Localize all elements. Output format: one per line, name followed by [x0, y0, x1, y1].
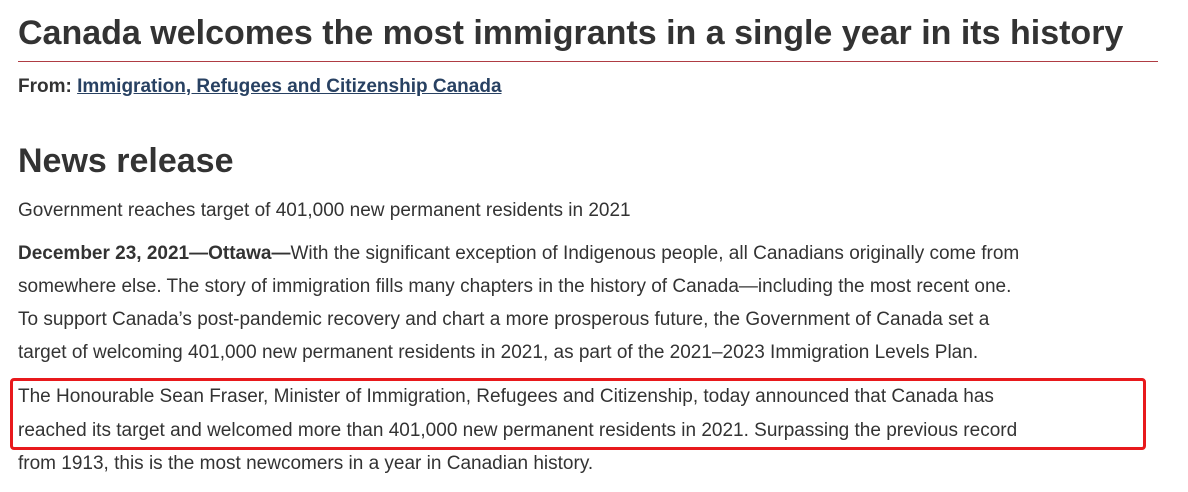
- paragraph-line: December 23, 2021—Ottawa—With the signif…: [18, 242, 1019, 266]
- dateline: December 23, 2021—Ottawa—: [18, 243, 291, 264]
- line-text: To support Canada’s post-pandemic recove…: [18, 309, 990, 330]
- paragraph-line: somewhere else. The story of immigration…: [18, 275, 1011, 299]
- paragraph-line: target of welcoming 401,000 new permanen…: [18, 341, 978, 365]
- paragraph-line: The Honourable Sean Fraser, Minister of …: [18, 385, 994, 409]
- page-title: Canada welcomes the most immigrants in a…: [18, 14, 1124, 52]
- line-text: from 1913, this is the most newcomers in…: [18, 453, 594, 474]
- from-label: From:: [18, 76, 72, 97]
- line-text: The Honourable Sean Fraser, Minister of …: [18, 386, 994, 407]
- paragraph-line: from 1913, this is the most newcomers in…: [18, 452, 593, 476]
- line-text: With the significant exception of Indige…: [290, 243, 1020, 264]
- paragraph-line: To support Canada’s post-pandemic recove…: [18, 308, 989, 332]
- line-text: target of welcoming 401,000 new permanen…: [18, 342, 979, 363]
- department-link[interactable]: Immigration, Refugees and Citizenship Ca…: [77, 76, 502, 97]
- line-text: reached its target and welcomed more tha…: [18, 420, 1018, 441]
- line-text: somewhere else. The story of immigration…: [18, 276, 1012, 297]
- section-heading: News release: [18, 142, 234, 180]
- subtitle: Government reaches target of 401,000 new…: [18, 200, 631, 221]
- highlight-box: [10, 378, 1146, 450]
- paragraph-line: reached its target and welcomed more tha…: [18, 419, 1017, 443]
- from-line: From: Immigration, Refugees and Citizens…: [18, 76, 502, 98]
- title-rule: [18, 61, 1158, 62]
